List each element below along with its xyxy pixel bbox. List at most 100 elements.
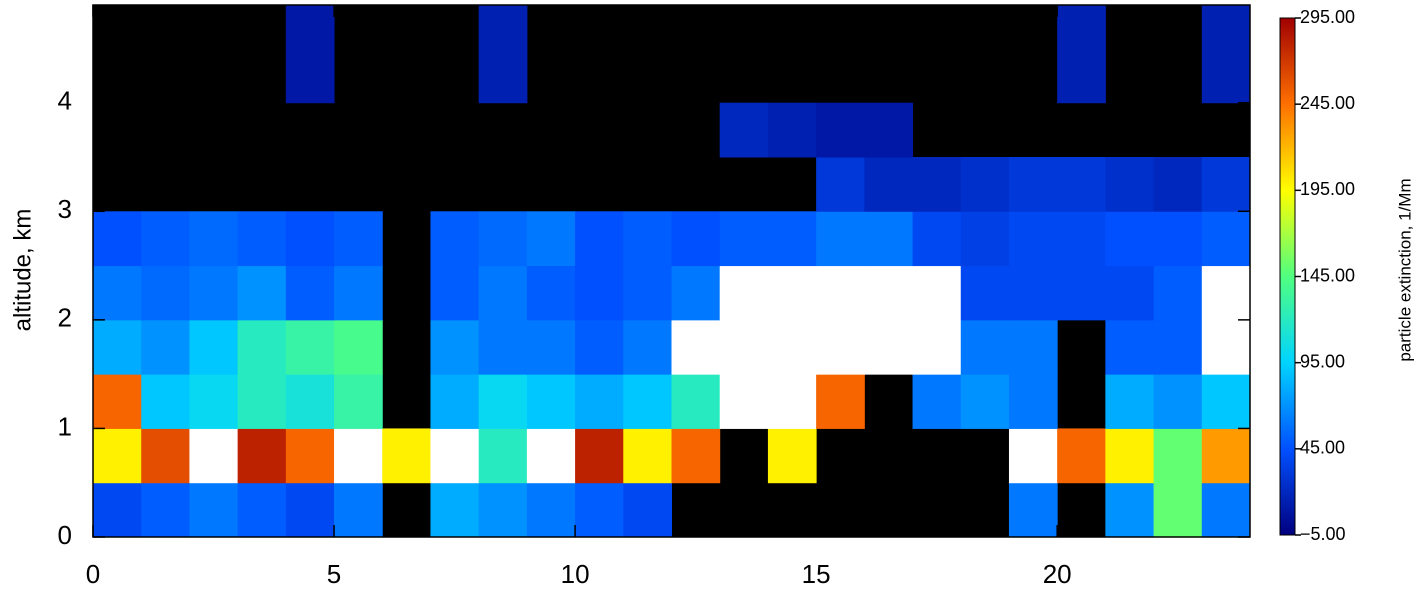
heat-cell	[719, 374, 769, 429]
heat-cell	[719, 319, 769, 375]
heat-cell	[816, 374, 865, 429]
heat-cell	[1153, 157, 1203, 212]
heat-cell	[478, 5, 528, 104]
heat-cell	[1105, 157, 1155, 212]
heat-cell	[526, 428, 576, 484]
heat-cell	[623, 428, 672, 484]
heat-cell	[334, 482, 383, 538]
heat-cell	[719, 265, 769, 321]
heat-cell	[767, 428, 817, 484]
heat-cell	[478, 211, 528, 267]
heat-cell	[1008, 319, 1058, 375]
heat-cell	[1201, 157, 1251, 212]
heat-cell	[864, 319, 914, 375]
heat-cell	[1057, 265, 1106, 321]
x-tick-label: 0	[86, 559, 100, 589]
heat-cell	[816, 265, 865, 321]
heat-cell	[478, 265, 528, 321]
heat-cell	[189, 482, 239, 538]
heat-cell	[719, 211, 769, 267]
heat-cell	[93, 428, 142, 484]
heat-cell	[1201, 265, 1251, 321]
heat-cell	[285, 5, 335, 104]
heat-cell	[237, 211, 287, 267]
heat-cell	[93, 211, 142, 267]
heat-cell	[1153, 428, 1203, 484]
heat-cell	[1008, 157, 1058, 212]
heat-cell	[671, 211, 721, 267]
heat-cell	[430, 211, 480, 267]
heat-cell	[816, 319, 865, 375]
heat-cell	[1057, 5, 1106, 104]
heat-cell	[1201, 319, 1251, 375]
heat-cell	[1153, 482, 1203, 538]
heat-cell	[1008, 482, 1058, 538]
heat-cell	[1105, 319, 1155, 375]
heat-cell	[478, 482, 528, 538]
heat-cell	[623, 211, 672, 267]
heat-cell	[1057, 428, 1106, 484]
heat-cell	[430, 482, 480, 538]
plot-frame	[92, 4, 1251, 538]
heat-cell	[575, 374, 624, 429]
heat-cell	[1057, 157, 1106, 212]
heat-cell	[623, 265, 672, 321]
colorbar-label: particle extinction, 1/Mm	[1395, 178, 1414, 361]
heat-cell	[285, 265, 335, 321]
heat-cell	[1105, 211, 1155, 267]
heat-cell	[1201, 5, 1251, 104]
heat-cell	[237, 265, 287, 321]
heat-cell	[960, 157, 1010, 212]
heat-cell	[334, 319, 383, 375]
heat-cell	[767, 374, 817, 429]
colorbar-tick-label: 145.00	[1300, 265, 1355, 285]
heat-cell	[719, 102, 769, 158]
y-tick-label: 3	[58, 194, 72, 224]
heat-cell	[189, 319, 239, 375]
heat-cell	[767, 102, 817, 158]
y-tick-label: 1	[58, 411, 72, 441]
heat-cell	[864, 102, 914, 158]
heat-cell	[141, 211, 190, 267]
colorbar-tick-label: 95.00	[1300, 351, 1345, 371]
x-tick-label: 15	[802, 559, 831, 589]
heat-cell	[141, 319, 190, 375]
heat-cell	[816, 157, 865, 212]
heat-cell	[575, 428, 624, 484]
colorbar-tick-label: 45.00	[1300, 438, 1345, 458]
heat-cell	[816, 102, 865, 158]
y-axis-label: altitude, km	[9, 209, 36, 332]
heat-cell	[1105, 428, 1155, 484]
heat-cell	[526, 265, 576, 321]
heat-cell	[189, 374, 239, 429]
heat-cell	[864, 265, 914, 321]
heat-cell	[575, 265, 624, 321]
colorbar-tick-label: 295.00	[1300, 7, 1355, 27]
heat-cell	[575, 482, 624, 538]
heat-cell	[430, 428, 480, 484]
heat-cell	[382, 428, 431, 484]
heat-cell	[141, 482, 190, 538]
heat-cell	[816, 211, 865, 267]
heat-cell	[430, 319, 480, 375]
heat-cell	[1201, 211, 1251, 267]
colorbar-tick-label: 245.00	[1300, 93, 1355, 113]
y-tick-label: 4	[58, 86, 72, 116]
heat-cell	[478, 428, 528, 484]
heat-cell	[960, 374, 1010, 429]
heat-cell	[960, 319, 1010, 375]
heat-cell	[334, 265, 383, 321]
heat-cell	[1153, 319, 1203, 375]
heat-cell	[1008, 265, 1058, 321]
heat-cell	[623, 374, 672, 429]
heat-cell	[237, 374, 287, 429]
heat-cell	[189, 265, 239, 321]
heat-cell	[912, 211, 962, 267]
heat-cell	[912, 157, 962, 212]
heat-cell	[960, 211, 1010, 267]
x-tick-label: 20	[1043, 559, 1072, 589]
heat-cell	[671, 319, 721, 375]
heat-cell	[575, 211, 624, 267]
heat-cell	[912, 374, 962, 429]
